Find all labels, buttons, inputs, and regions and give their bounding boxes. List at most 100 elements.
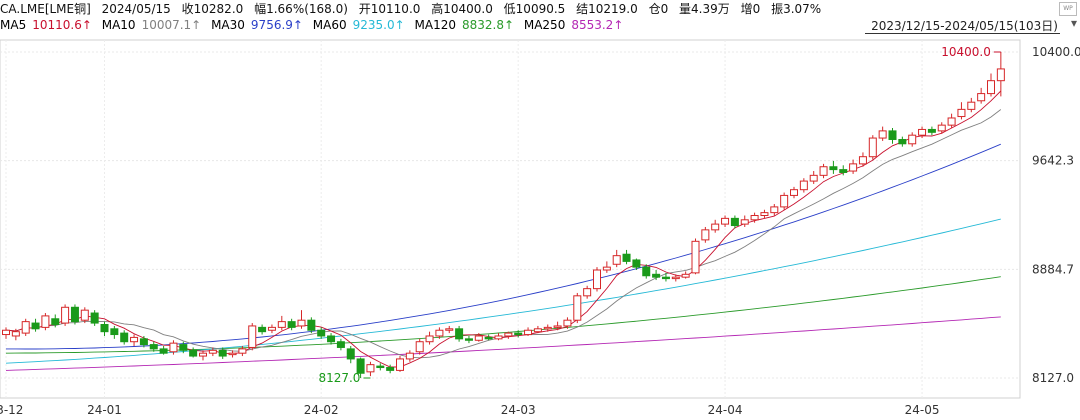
candle (790, 186, 798, 199)
candle (139, 335, 148, 348)
candle (593, 267, 601, 292)
candle (908, 132, 917, 147)
candle (622, 249, 631, 265)
candle (780, 192, 789, 210)
candle (415, 338, 424, 355)
candle (661, 272, 670, 282)
ma5-label: MA5 (0, 18, 27, 32)
low-label: 低10090.5 (503, 2, 566, 16)
candle (849, 159, 858, 174)
candle (671, 274, 680, 282)
ma10-line (5, 109, 1002, 359)
candle (819, 163, 828, 179)
candle (563, 317, 572, 329)
candle (317, 327, 326, 339)
candle (287, 318, 296, 331)
candle (80, 307, 89, 324)
y-tick-label: 9642.3 (1032, 154, 1074, 168)
candle (957, 102, 966, 120)
candle (858, 152, 867, 167)
max-annotation: 10400.0 (941, 45, 991, 59)
amplitude-label: 振3.07% (771, 2, 822, 16)
candle (297, 310, 306, 329)
candle (602, 261, 611, 273)
candle (573, 292, 582, 324)
candle (31, 318, 40, 332)
high-label: 高10400.0 (431, 2, 493, 16)
date-label: 2024/05/15 (101, 2, 171, 16)
y-tick-label: 8127.0 (1032, 371, 1074, 385)
candle (730, 215, 739, 229)
oi-label: 仓0 (648, 2, 669, 16)
candle (376, 363, 385, 371)
candle (484, 334, 493, 341)
x-tick-label: 24-03 (501, 403, 536, 417)
min-annotation: 8127.0 (318, 371, 360, 385)
candle (760, 209, 769, 219)
ma10-value: 10007.1↑ (141, 18, 202, 32)
plot-frame (0, 39, 1021, 399)
change-label: 幅1.66%(168.0) (254, 2, 348, 16)
x-tick-label: 24-04 (708, 403, 743, 417)
candle (543, 324, 552, 332)
candle (258, 324, 267, 335)
candle (504, 331, 513, 339)
candle (455, 325, 464, 342)
candle (356, 357, 365, 378)
candle (868, 135, 877, 160)
candle (218, 347, 227, 359)
candle (336, 338, 345, 351)
candle (721, 215, 730, 227)
candle (238, 346, 247, 357)
ma120-value: 8832.8↑ (461, 18, 515, 32)
ma120-label: MA120 (414, 18, 456, 32)
candle (829, 161, 838, 174)
candle (652, 270, 661, 281)
candle (2, 327, 10, 339)
date-range: 2023/12/15-2024/05/15(103日) (871, 19, 1058, 33)
candle (248, 323, 257, 351)
candle (642, 264, 651, 279)
volume-label: 量4.39万 (679, 2, 730, 16)
candle (90, 310, 99, 326)
candle (799, 178, 808, 193)
ma250-label: MA250 (523, 18, 566, 32)
ma60-label: MA60 (312, 18, 347, 32)
candle (750, 212, 759, 223)
candle (396, 356, 404, 372)
candle (996, 52, 1005, 97)
candle (514, 330, 523, 338)
candle (770, 204, 779, 216)
candle (701, 226, 710, 243)
candle (632, 258, 641, 271)
symbol-label: CA.LME[LME铜] (0, 2, 91, 16)
candle (70, 304, 79, 325)
candle (947, 113, 956, 129)
ma60-line (5, 218, 1001, 364)
candle (987, 73, 995, 97)
candle (277, 315, 286, 331)
ma30-line (6, 143, 1001, 350)
ma5-line (5, 90, 1002, 368)
candle (681, 271, 690, 279)
y-tick-label: 8884.7 (1032, 262, 1074, 276)
candle (937, 122, 946, 134)
candle (346, 346, 355, 364)
candle (110, 325, 119, 339)
candle (474, 333, 483, 342)
chevron-down-icon[interactable]: ▾ (1070, 16, 1077, 30)
candle (445, 325, 454, 334)
ma60-value: 9235.0↑ (352, 18, 405, 32)
candle (524, 327, 533, 336)
candle (927, 126, 936, 136)
candle (612, 249, 621, 268)
x-tick-label: 24-01 (87, 403, 122, 417)
x-tick-label: 24-02 (304, 403, 339, 417)
candle (711, 219, 720, 233)
candle (41, 313, 50, 331)
candle (149, 341, 158, 352)
candle (11, 328, 20, 341)
ma30-value: 9756.9↑ (250, 18, 303, 32)
candle (553, 321, 562, 331)
candle (208, 347, 217, 357)
